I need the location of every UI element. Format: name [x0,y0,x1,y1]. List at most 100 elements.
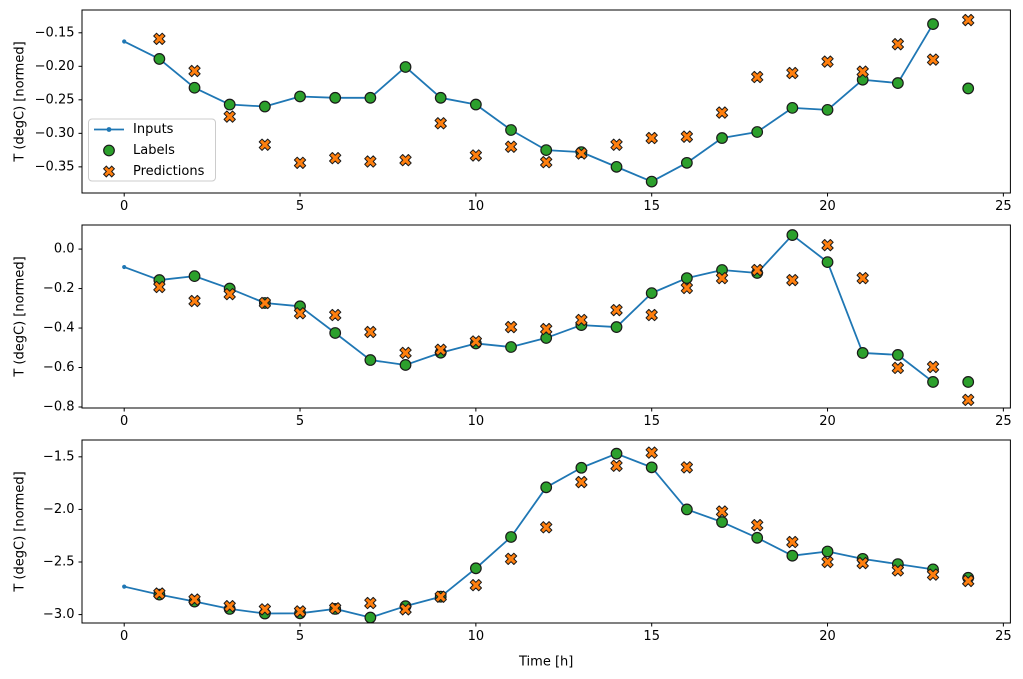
labels-marker [575,461,588,474]
predictions-marker [856,65,869,78]
predictions-marker [258,296,272,310]
predictions-marker [610,303,623,317]
legend-label: Inputs [133,122,174,137]
legend-x-sample [102,165,116,178]
predictions-marker [329,602,342,615]
legend-item-inputs: Inputs [94,122,174,137]
legend-box [88,118,216,182]
labels-marker [469,562,482,575]
predictions-marker [399,154,412,167]
predictions-marker [434,343,447,356]
predictions-marker [223,287,236,301]
subplot-0: 0 5 10 15 20 25 −0.15 −0.20 −0.25 −0.30 −0.35 T (de… [13,9,1012,214]
labels-marker [786,101,799,114]
x-tick-label: 5 [296,414,304,429]
predictions-marker [645,446,658,459]
predictions-marker [751,70,764,84]
labels-marker [856,347,869,359]
subplot-1: 0 5 10 15 20 25 0.0 −0.2 −0.4 −0.6 −0.8 T (degC) [n… [13,224,1012,429]
predictions-marker [751,263,764,277]
y-tick-label: −0.15 [35,25,75,40]
predictions-marker [188,593,201,606]
predictions-marker [153,280,166,294]
x-tick-label: 20 [819,629,836,644]
y-tick-label: −0.20 [35,59,75,74]
labels-marker [505,531,517,543]
predictions-marker [364,155,377,168]
x-tick-label: 25 [995,414,1012,429]
labels-marker [680,503,693,516]
labels-marker [329,91,342,104]
labels-marker [294,90,306,103]
y-axis-label: T (degC) [normed] [13,471,28,592]
predictions-marker [399,346,412,360]
predictions-marker [504,140,518,153]
predictions-marker [399,603,412,616]
labels-marker [680,272,693,285]
labels-marker [223,98,236,111]
labels-marker [716,516,728,528]
predictions-marker [786,66,799,80]
predictions-marker [715,271,729,285]
x-tick-label: 10 [468,199,485,214]
plot-border [81,224,1011,409]
labels-marker [540,144,553,157]
labels-marker [540,332,553,344]
labels-marker [786,229,799,241]
y-tick-label: −2.0 [43,502,75,517]
labels-marker [680,156,693,169]
predictions-marker [680,130,694,143]
plot-border [81,439,1011,624]
x-tick-label: 10 [468,629,485,644]
x-tick-label: 0 [120,629,128,644]
predictions-marker [540,322,553,336]
predictions-marker [434,590,447,603]
labels-marker [434,91,447,104]
predictions-marker [715,106,729,119]
predictions-marker [469,149,483,162]
legend-dot-sample [106,127,112,132]
x-tick-label: 25 [995,629,1012,644]
inputs-line [123,23,934,183]
labels-marker [821,103,834,116]
predictions-marker [645,131,658,145]
plot-border [81,9,1011,194]
predictions-marker [258,603,272,616]
predictions-marker [540,156,553,169]
y-tick-label: −0.4 [43,321,75,336]
labels-marker [399,359,412,371]
predictions-marker [575,475,588,489]
labels-marker [364,611,377,624]
predictions-marker [293,156,307,169]
predictions-marker [715,505,729,518]
predictions-marker [891,361,905,375]
predictions-marker [926,53,940,66]
inputs-line [124,452,934,619]
labels-marker [505,124,517,136]
predictions-marker [258,138,272,151]
y-tick-label: −2.5 [43,555,75,570]
predictions-marker [821,55,834,68]
y-tick-label: 0.0 [54,242,75,257]
x-tick-label: 25 [995,199,1012,214]
predictions-marker [364,325,377,339]
legend-label: Labels [133,143,175,158]
predictions-marker [891,38,905,51]
labels-marker [258,100,271,113]
predictions-marker [610,138,623,151]
predictions-marker [469,578,483,592]
x-tick-label: 5 [296,199,304,214]
inputs-marker [122,584,127,589]
labels-marker [153,53,166,65]
x-tick-label: 20 [819,414,836,429]
y-axis-label: T (degC) [normed] [13,256,28,377]
legend-label: Predictions [133,164,205,179]
labels-marker [610,160,623,173]
y-tick-label: −0.25 [35,92,75,107]
labels-marker [927,18,939,30]
x-tick-label: 15 [643,629,660,644]
y-tick-label: −0.8 [43,400,75,415]
x-tick-label: 5 [296,629,304,644]
predictions-marker [856,271,869,285]
